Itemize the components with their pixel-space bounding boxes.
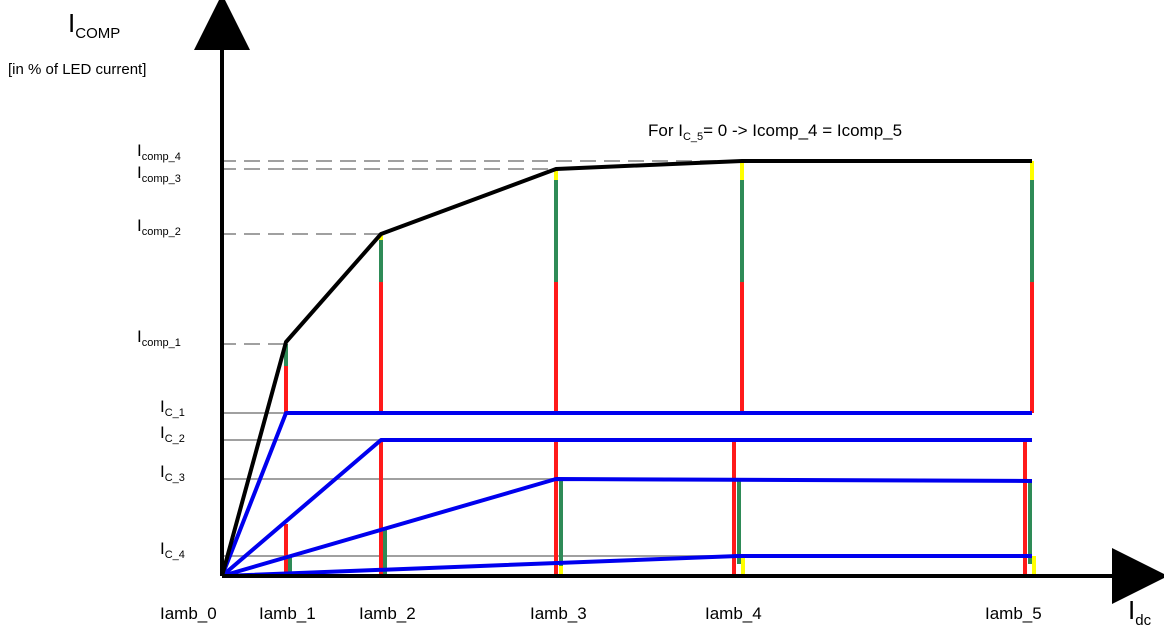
x-label-iamb5: Iamb_5 <box>985 604 1042 623</box>
x-label-iamb4: Iamb_4 <box>705 604 762 623</box>
y-label-base: I <box>160 423 165 442</box>
contribution-segments <box>284 161 1036 574</box>
y-label-sub: comp_1 <box>141 337 181 349</box>
compensation-curve <box>220 159 1032 577</box>
y-label-sub: C_2 <box>164 433 185 445</box>
x-label-iamb1: Iamb_1 <box>259 604 316 623</box>
channel-curves <box>220 411 1033 578</box>
y-label-ic4: IC_4 <box>160 539 185 561</box>
axes <box>194 0 1164 604</box>
y-label-icomp2: Icomp_2 <box>137 216 181 238</box>
y-label-base: I <box>137 327 142 346</box>
y-label-sub: C_3 <box>164 472 185 484</box>
channel-curve-2 <box>220 438 1032 578</box>
x-label-iamb3: Iamb_3 <box>530 604 587 623</box>
y-label-ic1: IC_1 <box>160 397 185 419</box>
y-axis-subscript: COMP <box>75 25 121 42</box>
y-label-base: I <box>137 141 142 160</box>
x-label-iamb0: Iamb_0 <box>160 604 217 623</box>
channel-curve-1 <box>220 411 1032 577</box>
channel-curve-4 <box>221 554 1032 578</box>
y-label-icomp4: Icomp_4 <box>137 141 181 163</box>
note-sub: C_5 <box>682 131 704 143</box>
x-label-iamb2: Iamb_2 <box>359 604 416 623</box>
y-label-sub: C_4 <box>164 549 185 561</box>
y-label-icomp1: Icomp_1 <box>137 327 181 349</box>
y-label-base: I <box>160 539 165 558</box>
x-axis-symbol: I <box>1128 595 1136 625</box>
note-post: = 0 -> Icomp_4 = Icomp_5 <box>703 121 903 140</box>
y-label-ic3: IC_3 <box>160 462 185 484</box>
note-pre: For I <box>648 121 683 140</box>
y-axis-title: ICOMP <box>68 8 120 41</box>
guide-lines <box>220 160 742 557</box>
y-label-sub: comp_2 <box>141 226 181 238</box>
y-label-icomp3: Icomp_3 <box>137 163 181 185</box>
y-label-ic2: IC_2 <box>160 423 185 445</box>
y-label-base: I <box>160 462 165 481</box>
y-label-sub: comp_4 <box>141 151 181 163</box>
y-label-base: I <box>137 163 142 182</box>
y-label-sub: C_1 <box>164 407 185 419</box>
x-axis-title: Idc <box>1128 595 1151 628</box>
y-axis-symbol: I <box>68 8 76 38</box>
y-label-base: I <box>137 216 142 235</box>
y-label-sub: comp_3 <box>141 173 181 185</box>
y-label-base: I <box>160 397 165 416</box>
note-text: For IC_5= 0 -> Icomp_4 = Icomp_5 <box>648 121 903 143</box>
channel-curve-3 <box>221 477 1033 578</box>
x-axis-subscript: dc <box>1135 612 1152 629</box>
y-axis-unit: [in % of LED current] <box>8 61 147 78</box>
